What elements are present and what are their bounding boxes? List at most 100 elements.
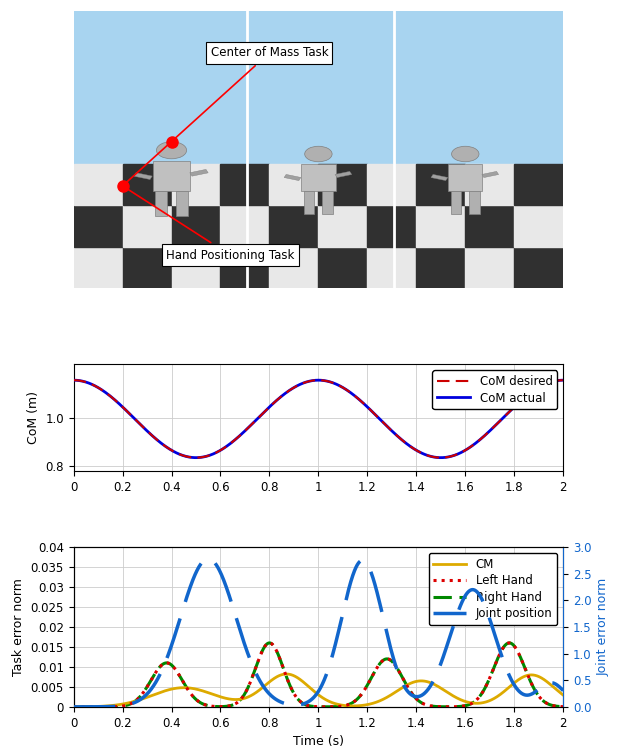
Joint position — [545, 678, 553, 687]
Circle shape — [452, 146, 479, 162]
Right Hand — [545, 700, 553, 709]
CoM desired — [95, 383, 102, 392]
Bar — [323, 191, 333, 213]
Line: Left Hand: Left Hand — [74, 643, 563, 707]
Left Hand — [70, 702, 77, 711]
Bar — [451, 191, 461, 213]
Bar — [176, 191, 188, 215]
CoM desired — [559, 376, 567, 385]
Bar — [515, 164, 563, 205]
CM — [295, 674, 303, 683]
CoM actual — [545, 378, 553, 387]
CoM desired — [456, 449, 463, 458]
Bar — [220, 246, 269, 288]
CM — [559, 690, 567, 699]
Bar — [172, 164, 221, 205]
Bar — [335, 172, 352, 178]
Left Hand — [506, 638, 513, 647]
Bar — [74, 246, 123, 288]
Left Hand — [545, 700, 553, 709]
Circle shape — [305, 146, 332, 162]
Right Hand — [70, 702, 77, 711]
Joint position — [95, 702, 102, 711]
Bar — [431, 175, 448, 181]
CoM actual — [308, 376, 316, 386]
Right Hand — [455, 702, 463, 711]
CM — [95, 702, 102, 711]
Y-axis label: CoM (m): CoM (m) — [27, 391, 40, 445]
Bar — [482, 172, 499, 178]
Right Hand — [95, 702, 102, 711]
CM — [308, 685, 316, 694]
Bar — [417, 246, 465, 288]
Bar — [220, 205, 269, 246]
Bar — [304, 191, 314, 213]
CM — [545, 679, 553, 688]
Left Hand — [308, 702, 316, 711]
CoM desired — [192, 453, 200, 462]
Bar — [269, 205, 319, 246]
Line: CM: CM — [74, 674, 563, 707]
Bar — [469, 191, 480, 213]
Circle shape — [156, 141, 187, 159]
Bar — [465, 205, 515, 246]
Bar — [123, 164, 172, 205]
Bar — [74, 164, 123, 205]
Legend: CoM desired, CoM actual: CoM desired, CoM actual — [433, 370, 557, 409]
Bar — [123, 246, 172, 288]
Bar — [367, 164, 417, 205]
CoM desired — [70, 376, 77, 385]
Joint position — [456, 604, 463, 613]
Joint position — [559, 686, 567, 695]
X-axis label: Time (s): Time (s) — [293, 735, 344, 748]
Bar — [269, 246, 319, 288]
Legend: CM, Left Hand, Right Hand, Joint position: CM, Left Hand, Right Hand, Joint positio… — [429, 553, 557, 625]
Line: CoM desired: CoM desired — [74, 380, 563, 457]
CM — [456, 695, 463, 704]
Bar — [190, 169, 208, 176]
Joint position — [308, 695, 316, 704]
Bar — [417, 205, 465, 246]
Bar — [284, 175, 301, 181]
CoM actual — [192, 453, 200, 462]
Right Hand — [506, 638, 513, 647]
Joint position — [70, 702, 77, 711]
Right Hand — [559, 702, 567, 711]
Left Hand — [295, 696, 303, 705]
Bar — [448, 164, 483, 191]
CoM desired — [545, 378, 553, 387]
Bar — [319, 164, 367, 205]
Right Hand — [308, 702, 316, 711]
Text: Hand Positioning Task: Hand Positioning Task — [125, 187, 294, 262]
CoM desired — [295, 380, 303, 389]
Bar — [74, 11, 563, 164]
Joint position — [204, 554, 212, 563]
Left Hand — [95, 702, 102, 711]
Left Hand — [455, 702, 463, 711]
Joint position — [295, 700, 303, 709]
Bar — [515, 205, 563, 246]
Bar — [465, 246, 515, 288]
Bar — [301, 164, 335, 191]
Bar — [319, 246, 367, 288]
CM — [70, 702, 77, 711]
Bar — [465, 164, 515, 205]
CoM actual — [456, 449, 463, 458]
CoM actual — [559, 376, 567, 385]
CoM desired — [545, 378, 553, 387]
CM — [283, 670, 291, 679]
Right Hand — [295, 696, 303, 705]
CoM actual — [95, 383, 102, 392]
Bar — [367, 205, 417, 246]
Bar — [123, 205, 172, 246]
Bar — [269, 164, 319, 205]
Line: Joint position: Joint position — [74, 559, 563, 707]
Bar — [417, 164, 465, 205]
Bar — [74, 205, 123, 246]
Bar — [515, 246, 563, 288]
Text: Center of Mass Task: Center of Mass Task — [173, 46, 328, 140]
CoM actual — [295, 380, 303, 389]
Bar — [172, 246, 221, 288]
CoM desired — [308, 376, 316, 386]
Bar — [156, 191, 167, 215]
